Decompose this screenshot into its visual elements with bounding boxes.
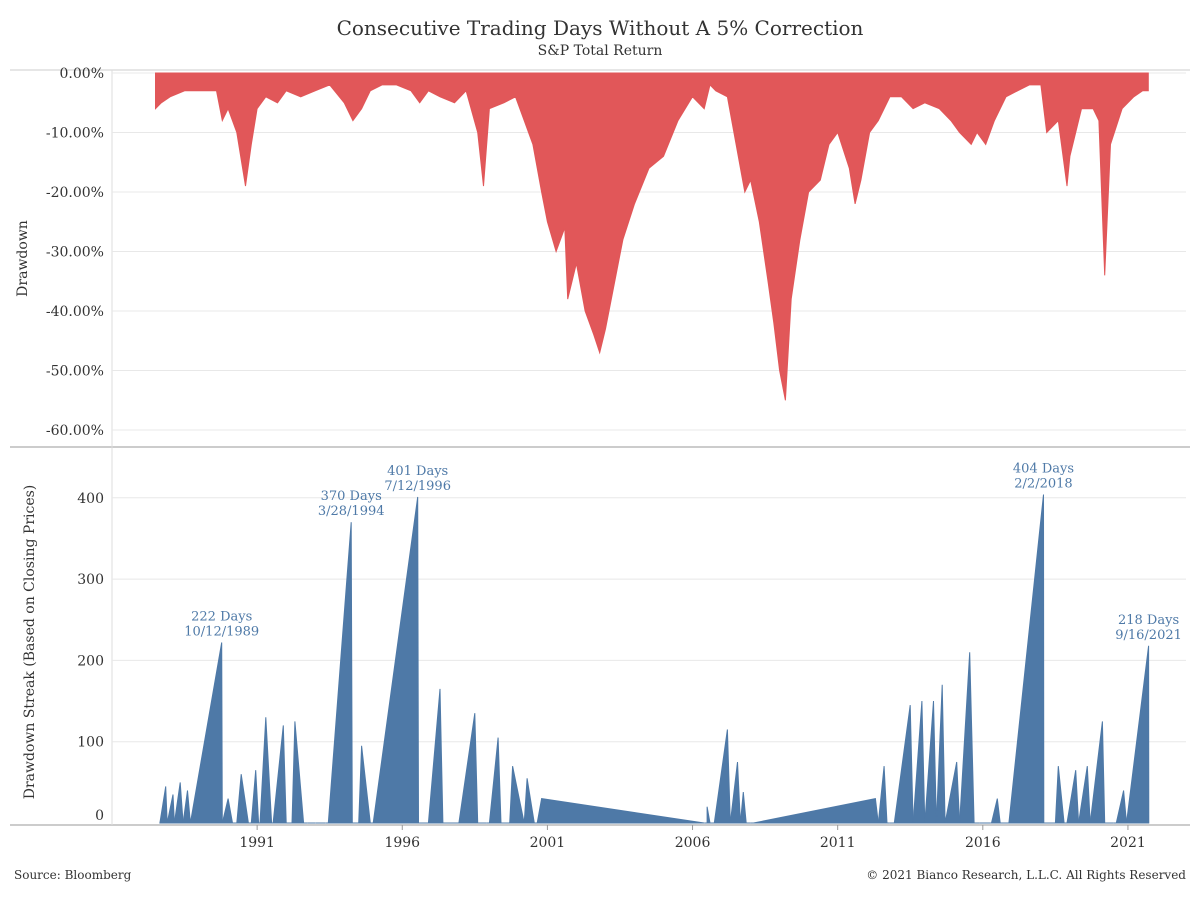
streak-spikes bbox=[159, 494, 1150, 824]
drawdown-y-tick-label: -10.00% bbox=[46, 126, 104, 142]
streak-spike bbox=[924, 700, 937, 824]
streak-spike bbox=[221, 798, 234, 824]
x-tick-label: 2021 bbox=[1110, 835, 1146, 851]
x-tick-label: 2001 bbox=[530, 835, 566, 851]
streak-spike bbox=[753, 798, 879, 824]
streak-spike bbox=[488, 737, 502, 824]
drawdown-y-axis-label: Drawdown bbox=[15, 220, 31, 297]
streak-spike bbox=[523, 778, 535, 824]
streak-spike bbox=[327, 522, 353, 824]
chart-subtitle: S&P Total Return bbox=[537, 43, 663, 59]
streak-y-axis-label: Drawdown Streak (Based on Closing Prices… bbox=[22, 485, 38, 800]
streak-spike bbox=[1115, 790, 1128, 824]
drawdown-y-tick-label: -20.00% bbox=[46, 185, 104, 201]
streak-spike bbox=[291, 721, 305, 824]
annotation-date: 2/2/2018 bbox=[1014, 477, 1072, 492]
streak-spike bbox=[1089, 721, 1106, 824]
drawdown-y-tick-label: -60.00% bbox=[46, 423, 104, 439]
x-axis-ticks: 1991 1996 2001 2006 2011 2016 2021 bbox=[239, 825, 1146, 851]
x-tick-label: 2011 bbox=[820, 835, 856, 851]
x-tick-label: 2016 bbox=[965, 835, 1001, 851]
streak-spike bbox=[1054, 766, 1065, 824]
annotation-date: 10/12/1989 bbox=[184, 625, 259, 640]
x-tick-label: 1991 bbox=[239, 835, 275, 851]
streak-spike bbox=[458, 713, 479, 824]
streak-spike bbox=[1078, 766, 1091, 824]
streak-y-tick-label: 100 bbox=[77, 735, 104, 751]
annotation-date: 7/12/1996 bbox=[384, 479, 451, 494]
streak-spike bbox=[272, 725, 287, 824]
streak-spike bbox=[935, 684, 946, 824]
drawdown-y-tick-label: -50.00% bbox=[46, 364, 104, 380]
annotation-days: 218 Days bbox=[1118, 613, 1179, 628]
drawdown-y-tick-label: -40.00% bbox=[46, 304, 104, 320]
copyright-note: © 2021 Bianco Research, L.L.C. All Right… bbox=[866, 868, 1186, 882]
x-tick-label: 2006 bbox=[675, 835, 711, 851]
drawdown-y-ticks: 0.00% -10.00% -20.00% -30.00% -40.00% -50.00%… bbox=[46, 66, 104, 439]
source-note: Source: Bloomberg bbox=[14, 868, 132, 882]
streak-spike bbox=[166, 794, 175, 824]
streak-spike bbox=[372, 496, 420, 824]
drawdown-area bbox=[155, 72, 1149, 401]
streak-spike bbox=[944, 761, 961, 824]
streak-spike bbox=[159, 786, 168, 824]
annotation-days: 404 Days bbox=[1013, 462, 1074, 477]
x-tick-label: 1996 bbox=[384, 835, 420, 851]
streak-spike bbox=[990, 798, 1001, 824]
streak-spike bbox=[236, 774, 249, 824]
streak-y-ticks: 0 100 200 300 400 bbox=[77, 491, 104, 824]
streak-spike bbox=[536, 798, 705, 824]
streak-spike bbox=[1008, 494, 1045, 824]
annotation-days: 401 Days bbox=[387, 464, 448, 479]
streak-spike bbox=[509, 766, 525, 824]
annotation-date: 9/16/2021 bbox=[1115, 628, 1182, 643]
streak-spike bbox=[706, 806, 711, 824]
streak-spike bbox=[877, 766, 888, 824]
chart-panels bbox=[10, 69, 1190, 826]
streak-spike bbox=[1125, 645, 1150, 824]
streak-spike bbox=[250, 770, 260, 824]
streak-spike bbox=[912, 700, 926, 824]
streak-spike bbox=[713, 729, 731, 824]
streak-spike bbox=[182, 790, 191, 824]
streak-spike bbox=[427, 688, 444, 824]
streak-spike bbox=[173, 782, 184, 824]
streak-spike bbox=[259, 717, 273, 824]
streak-y-tick-label: 200 bbox=[77, 653, 104, 669]
streak-spike bbox=[358, 745, 371, 824]
streak-y-tick-label: 400 bbox=[77, 491, 104, 507]
streak-spike bbox=[959, 652, 975, 824]
annotation-date: 3/28/1994 bbox=[318, 504, 385, 519]
drawdown-y-tick-label: -30.00% bbox=[46, 245, 104, 261]
streak-spike bbox=[739, 792, 747, 824]
streak-spike bbox=[893, 705, 914, 824]
streak-y-tick-label: 0 bbox=[95, 808, 104, 824]
streak-y-tick-label: 300 bbox=[77, 572, 104, 588]
streak-gridlines bbox=[112, 497, 1186, 743]
drawdown-y-tick-label: 0.00% bbox=[60, 66, 104, 82]
annotation-days: 222 Days bbox=[191, 610, 252, 625]
streak-spike bbox=[189, 642, 223, 824]
annotation-days: 370 Days bbox=[321, 489, 382, 504]
streak-spike bbox=[729, 761, 741, 824]
chart-title: Consecutive Trading Days Without A 5% Co… bbox=[336, 16, 864, 40]
streak-spike bbox=[1066, 770, 1080, 824]
